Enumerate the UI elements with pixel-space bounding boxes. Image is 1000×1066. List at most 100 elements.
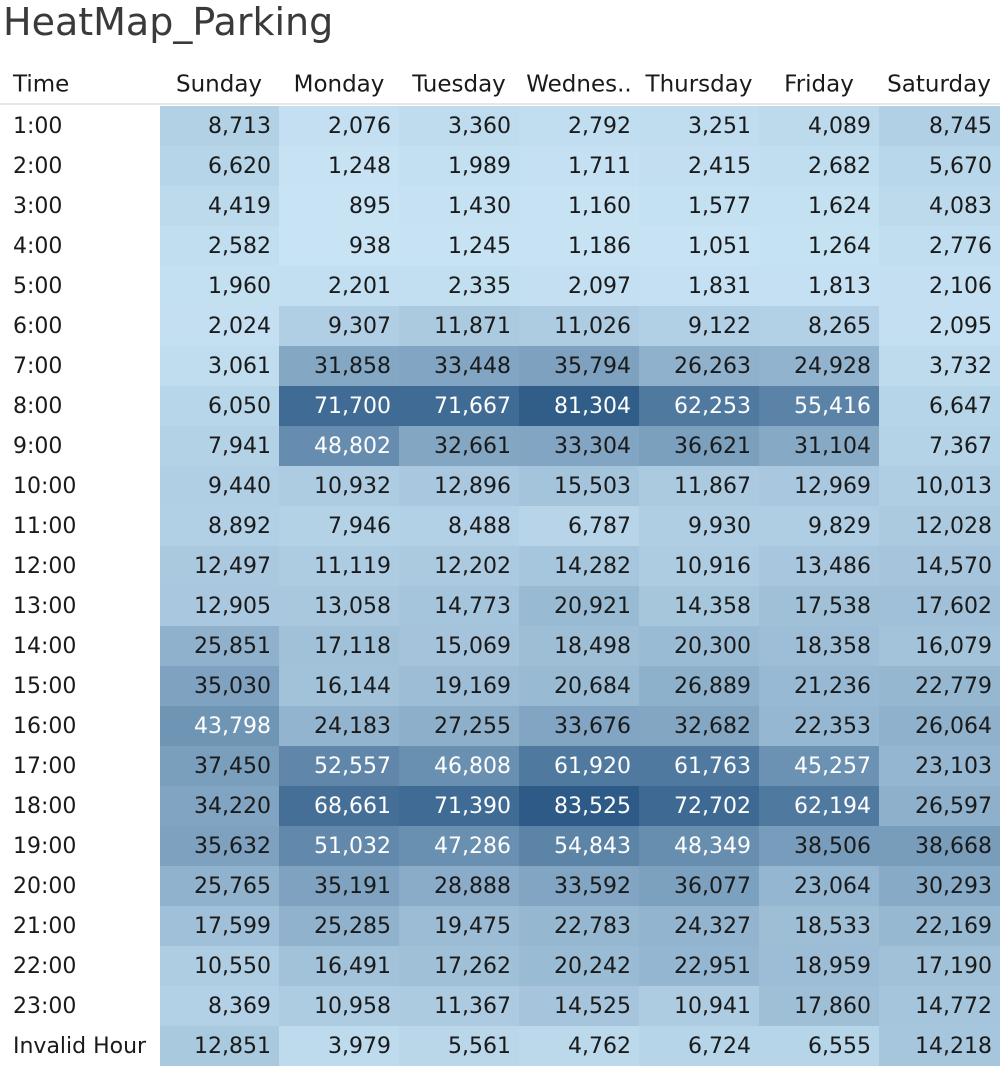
cell-value-label: 33,592 [554, 874, 631, 899]
cell-value-label: 27,255 [434, 714, 511, 739]
heatmap-cell [279, 226, 399, 266]
cell-value-label: 18,533 [794, 914, 871, 939]
cell-value-label: 1,160 [568, 194, 631, 219]
cell-value-label: 4,762 [568, 1034, 631, 1059]
heatmap-cell [160, 826, 279, 866]
cell-value-label: 22,353 [794, 714, 871, 739]
row-labels: 1:00 2:00 3:00 4:00 5:00 6:00 7:00 8:00 9:00 10:0… [13, 114, 147, 1059]
cell-value-label: 35,794 [554, 354, 631, 379]
cell-value-label: 15,069 [434, 634, 511, 659]
cell-value-label: 30,293 [915, 874, 992, 899]
cell-value-label: 7,941 [208, 434, 271, 459]
cell-value-label: 71,390 [434, 794, 511, 819]
row-label: 22:00 [13, 954, 76, 979]
heatmap-cell [279, 546, 399, 586]
cell-value-label: 20,242 [554, 954, 631, 979]
heatmap-cell [279, 666, 399, 706]
heatmap-cell [759, 106, 879, 146]
row-label: 12:00 [13, 554, 76, 579]
cell-value-label: 25,285 [314, 914, 391, 939]
heatmap-cells [160, 106, 1000, 1066]
heatmap-cell [879, 626, 1000, 666]
cell-value-label: 6,555 [808, 1034, 871, 1059]
cell-value-label: 17,190 [915, 954, 992, 979]
heatmap-cell [519, 666, 639, 706]
cell-value-label: 52,557 [314, 754, 391, 779]
cell-value-label: 17,602 [915, 594, 992, 619]
cell-value-label: 14,772 [915, 994, 992, 1019]
heatmap-cell [279, 866, 399, 906]
cell-value-label: 35,030 [194, 674, 271, 699]
cell-value-label: 11,867 [674, 474, 751, 499]
row-label: Invalid Hour [13, 1034, 147, 1059]
row-label: 3:00 [13, 194, 62, 219]
heatmap-cell [639, 226, 759, 266]
cell-value-label: 31,858 [314, 354, 391, 379]
heatmap-cell [759, 946, 879, 986]
cell-value-label: 35,632 [194, 834, 271, 859]
heatmap-cell [639, 386, 759, 426]
cell-value-label: 1,245 [448, 234, 511, 259]
cell-value-label: 22,951 [674, 954, 751, 979]
cell-value-label: 12,969 [794, 474, 871, 499]
heatmap-cell [759, 426, 879, 466]
heatmap-cell [399, 346, 519, 386]
cell-value-label: 3,251 [688, 114, 751, 139]
heatmap-cell [879, 306, 1000, 346]
heatmap-cell [279, 906, 399, 946]
heatmap-cell [759, 1026, 879, 1066]
heatmap-cell [279, 506, 399, 546]
heatmap-cell [879, 546, 1000, 586]
heatmap-cell [639, 826, 759, 866]
row-label: 16:00 [13, 714, 76, 739]
heatmap-cell [519, 746, 639, 786]
column-header: Saturday [887, 72, 991, 98]
heatmap-cell [279, 586, 399, 626]
heatmap-cell [399, 1026, 519, 1066]
cell-value-label: 17,118 [314, 634, 391, 659]
heatmap-cell [160, 506, 279, 546]
heatmap-cell [879, 826, 1000, 866]
cell-value-label: 8,745 [929, 114, 992, 139]
heatmap-cell [759, 146, 879, 186]
cell-value-label: 48,349 [674, 834, 751, 859]
heatmap-cell [879, 466, 1000, 506]
row-label: 20:00 [13, 874, 76, 899]
cell-value-label: 1,711 [568, 154, 631, 179]
heatmap-cell [639, 506, 759, 546]
heatmap-cell [519, 906, 639, 946]
cell-value-label: 14,525 [554, 994, 631, 1019]
heatmap-cell [639, 706, 759, 746]
row-label: 9:00 [13, 434, 62, 459]
heatmap-cell [879, 146, 1000, 186]
heatmap-cell [279, 626, 399, 666]
heatmap-cell [399, 786, 519, 826]
cell-value-label: 3,360 [448, 114, 511, 139]
heatmap-cell [279, 266, 399, 306]
heatmap-cell [639, 266, 759, 306]
cell-value-labels: 8,713 2,076 3,360 2,792 3,251 4,089 8,745 6,620… [194, 114, 992, 1059]
cell-value-label: 12,896 [434, 474, 511, 499]
heatmap-cell [639, 786, 759, 826]
heatmap-cell [399, 866, 519, 906]
row-label: 11:00 [13, 514, 76, 539]
cell-value-label: 16,491 [314, 954, 391, 979]
heatmap-cell [399, 666, 519, 706]
heatmap-cell [879, 346, 1000, 386]
heatmap-cell [879, 266, 1000, 306]
cell-value-label: 2,335 [448, 274, 511, 299]
cell-value-label: 12,202 [434, 554, 511, 579]
row-header-time: Time [12, 72, 69, 98]
cell-value-label: 2,076 [328, 114, 391, 139]
heatmap-cell [160, 106, 279, 146]
heatmap-cell [519, 426, 639, 466]
cell-value-label: 71,700 [314, 394, 391, 419]
cell-value-label: 13,058 [314, 594, 391, 619]
cell-value-label: 83,525 [554, 794, 631, 819]
cell-value-label: 1,430 [448, 194, 511, 219]
cell-value-label: 38,668 [915, 834, 992, 859]
heatmap-cell [279, 146, 399, 186]
cell-value-label: 10,550 [194, 954, 271, 979]
cell-value-label: 25,851 [194, 634, 271, 659]
cell-value-label: 14,358 [674, 594, 751, 619]
